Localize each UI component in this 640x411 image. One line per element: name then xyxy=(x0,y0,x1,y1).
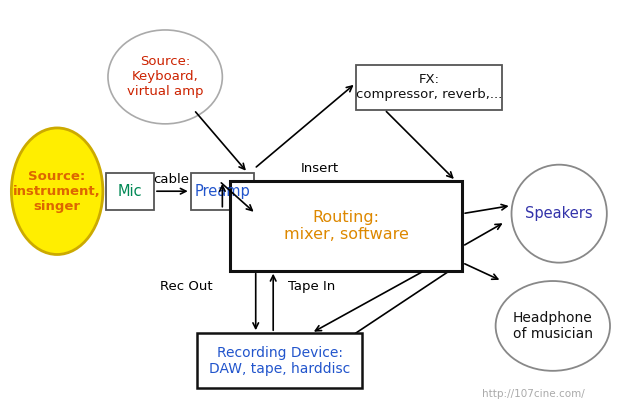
Text: Preamp: Preamp xyxy=(195,184,250,199)
Text: Rec Out: Rec Out xyxy=(160,280,213,293)
Text: Recording Device:
DAW, tape, harddisc: Recording Device: DAW, tape, harddisc xyxy=(209,346,350,376)
Ellipse shape xyxy=(108,30,222,124)
Bar xyxy=(106,173,154,210)
Bar xyxy=(230,181,462,271)
Ellipse shape xyxy=(12,128,103,254)
Bar xyxy=(191,173,254,210)
Ellipse shape xyxy=(511,165,607,263)
Bar xyxy=(197,333,362,388)
Text: Routing:
mixer, software: Routing: mixer, software xyxy=(284,210,409,242)
Ellipse shape xyxy=(495,281,610,371)
Text: Mic: Mic xyxy=(118,184,143,199)
Text: http://107cine.com/: http://107cine.com/ xyxy=(483,389,585,399)
Text: Tape In: Tape In xyxy=(288,280,335,293)
Text: Insert: Insert xyxy=(301,162,339,175)
Text: FX:
compressor, reverb,...: FX: compressor, reverb,... xyxy=(356,73,502,101)
Text: Headphone
of musician: Headphone of musician xyxy=(513,311,593,341)
Text: Source:
Keyboard,
virtual amp: Source: Keyboard, virtual amp xyxy=(127,55,204,98)
Text: Source:
instrument,
singer: Source: instrument, singer xyxy=(13,170,101,213)
Bar xyxy=(356,65,502,110)
Text: cable: cable xyxy=(154,173,189,186)
Text: Speakers: Speakers xyxy=(525,206,593,221)
